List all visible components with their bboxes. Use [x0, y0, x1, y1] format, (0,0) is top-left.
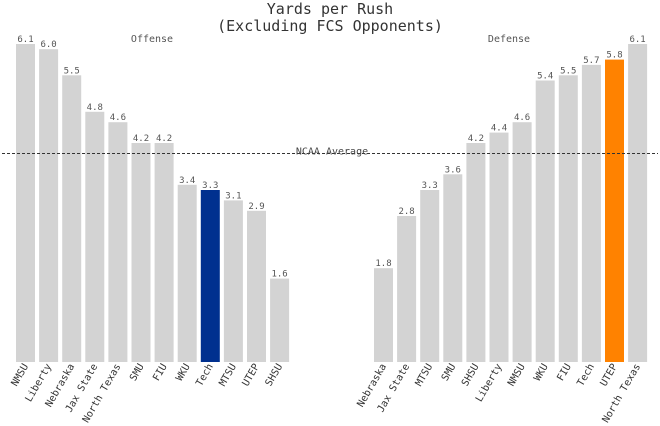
offense-bar: [270, 278, 290, 362]
offense-bar: [85, 111, 105, 362]
defense-bar: [489, 132, 509, 362]
offense-value-label: 6.0: [40, 40, 56, 50]
defense-category-label: SMU: [440, 362, 459, 383]
offense-category-label: UTEP: [241, 362, 263, 388]
chart-title: Yards per Rush: [267, 0, 393, 18]
defense-bar: [374, 268, 393, 362]
defense-bar: [581, 64, 601, 363]
defense-value-label: 6.1: [629, 35, 645, 45]
defense-value-label: 2.8: [398, 207, 414, 217]
offense-value-label: 3.4: [179, 176, 195, 186]
ncaa-average-label: NCAA Average: [296, 147, 368, 158]
defense-bar: [605, 59, 624, 362]
defense-category-label: MTSU: [414, 362, 436, 388]
offense-category-label: SHSU: [264, 362, 286, 388]
defense-bar: [535, 80, 555, 362]
defense-value-label: 4.2: [468, 134, 484, 144]
offense-value-label: 4.2: [156, 134, 172, 144]
defense-bar: [420, 190, 440, 362]
offense-value-label: 6.1: [17, 35, 33, 45]
defense-bar: [466, 143, 486, 362]
defense-bar: [628, 44, 648, 362]
offense-bar: [39, 49, 59, 362]
defense-category-label: WKU: [532, 362, 551, 383]
defense-category-label: UTEP: [599, 362, 621, 388]
defense-value-label: 4.6: [514, 113, 530, 123]
defense-value-label: 3.6: [445, 165, 461, 175]
defense-value-label: 5.8: [606, 51, 622, 61]
defense-bar: [558, 75, 578, 363]
offense-bar: [200, 190, 220, 362]
panel-title-defense: Defense: [488, 34, 530, 45]
panel-title-offense: Offense: [131, 34, 173, 45]
offense-bar: [108, 122, 128, 362]
defense-value-label: 5.5: [560, 66, 576, 76]
offense-category-label: SMU: [128, 362, 147, 383]
offense-category-label: NMSU: [10, 362, 32, 388]
offense-bar: [16, 44, 35, 362]
defense-category-label: FIU: [555, 362, 574, 383]
offense-category-label: FIU: [151, 362, 170, 383]
offense-category-label: WKU: [174, 362, 193, 383]
offense-category-label: MTSU: [217, 362, 239, 388]
offense-value-label: 5.5: [64, 66, 80, 76]
defense-value-label: 3.3: [422, 181, 438, 191]
defense-value-label: 5.4: [537, 72, 553, 82]
offense-value-label: 4.6: [110, 113, 126, 123]
offense-bar: [131, 143, 151, 362]
defense-value-label: 1.8: [375, 259, 391, 269]
offense-value-label: 3.3: [202, 181, 218, 191]
offense-value-label: 3.1: [225, 191, 241, 201]
defense-value-label: 5.7: [583, 56, 599, 66]
offense-category-label: Tech: [194, 362, 216, 388]
offense-bar: [223, 200, 243, 362]
defense-bar: [443, 174, 463, 362]
offense-bar: [62, 75, 82, 363]
offense-bar: [154, 143, 174, 362]
defense-category-label: SHSU: [460, 362, 482, 388]
offense-value-label: 1.6: [271, 270, 287, 280]
offense-bar: [177, 184, 197, 362]
defense-value-label: 4.4: [491, 124, 507, 134]
chart-subtitle: (Excluding FCS Opponents): [217, 17, 443, 35]
offense-bar: [247, 210, 266, 362]
defense-category-label: Tech: [575, 362, 597, 388]
offense-value-label: 2.9: [248, 202, 264, 212]
offense-value-label: 4.8: [87, 103, 103, 113]
offense-value-label: 4.2: [133, 134, 149, 144]
defense-category-label: NMSU: [506, 362, 528, 388]
defense-bar: [397, 216, 417, 362]
defense-bar: [512, 122, 532, 362]
